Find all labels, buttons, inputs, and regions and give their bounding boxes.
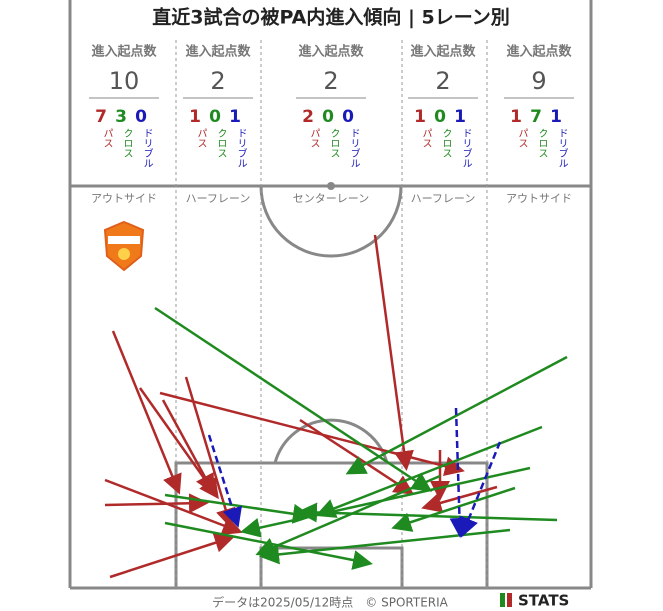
lane-header: 進入起点数 <box>298 44 364 60</box>
brand: STATS <box>518 592 569 610</box>
dribble-label: ドリブル <box>141 128 153 168</box>
lane-header: 進入起点数 <box>185 44 251 60</box>
footer-note: データは2025/05/12時点 © SPORTERIA <box>212 595 449 610</box>
lane-total: 2 <box>210 67 225 95</box>
pass-count: 1 <box>414 107 426 127</box>
dribble-label: ドリブル <box>235 128 247 168</box>
brand-mark <box>500 593 505 607</box>
lane-header: 進入起点数 <box>506 44 572 60</box>
dribble-label: ドリブル <box>556 128 568 168</box>
lane-total: 2 <box>435 67 450 95</box>
lane-name: アウトサイド <box>91 192 157 205</box>
dribble-count: 0 <box>135 107 147 127</box>
pass-count: 1 <box>510 107 522 127</box>
lane-name: ハーフレーン <box>411 192 476 205</box>
dribble-count: 0 <box>342 107 354 127</box>
dribble-count: 1 <box>229 107 241 127</box>
cross-count: 3 <box>115 107 127 127</box>
lane-stats: 進入起点数107パス3クロス0ドリブルアウトサイド進入起点数21パス0クロス1ド… <box>89 44 574 205</box>
dribble-count: 1 <box>454 107 466 127</box>
cross-count: 7 <box>530 107 542 127</box>
pass-label: パス <box>308 128 320 148</box>
dribble-count: 1 <box>550 107 562 127</box>
cross-label: クロス <box>440 128 451 158</box>
club-logo <box>103 220 145 272</box>
pass-label: パス <box>101 128 113 148</box>
lane-total: 9 <box>531 67 546 95</box>
cross-count: 0 <box>209 107 221 127</box>
cross-count: 0 <box>322 107 334 127</box>
pass-count: 2 <box>302 107 314 127</box>
lane-name: センターレーン <box>293 192 369 205</box>
brand-mark <box>507 593 512 607</box>
dribble-label: ドリブル <box>348 128 360 168</box>
dribble-label: ドリブル <box>460 128 472 168</box>
pass-label: パス <box>420 128 432 148</box>
pass-label: パス <box>516 128 528 148</box>
lane-header: 進入起点数 <box>91 44 157 60</box>
cross-label: クロス <box>328 128 339 158</box>
pass-count: 7 <box>95 107 107 127</box>
pass-count: 1 <box>189 107 201 127</box>
cross-label: クロス <box>121 128 132 158</box>
lane-total: 10 <box>109 67 140 95</box>
lane-header: 進入起点数 <box>410 44 476 60</box>
title: 直近3試合の被PA内進入傾向 | 5レーン別 <box>152 6 510 29</box>
lane-name: アウトサイド <box>506 192 572 205</box>
cross-label: クロス <box>215 128 226 158</box>
pass-label: パス <box>195 128 207 148</box>
cross-label: クロス <box>536 128 547 158</box>
entry-arrows <box>104 234 568 579</box>
cross-count: 0 <box>434 107 446 127</box>
lane-name: ハーフレーン <box>186 192 251 205</box>
lane-total: 2 <box>323 67 338 95</box>
